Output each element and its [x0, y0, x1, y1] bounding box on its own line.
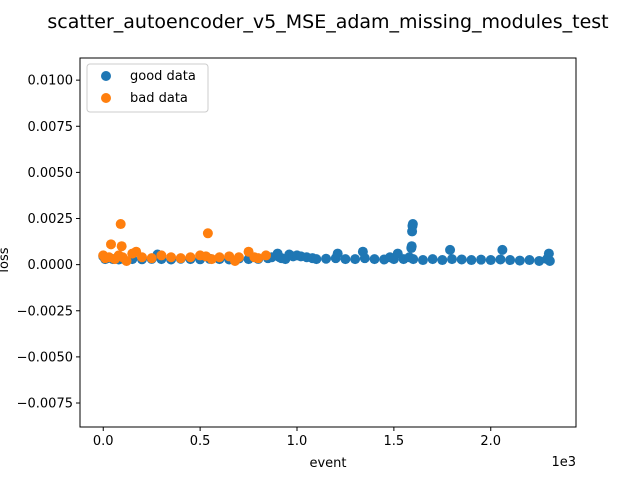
points-layer: [98, 219, 555, 266]
point-1-17: [185, 252, 196, 263]
y-tick-label-1: −0.0050: [17, 350, 73, 365]
point-0-64: [497, 244, 508, 255]
x-axis: 0.0 0.5 1.0 1.5 2.0: [93, 427, 501, 449]
point-0-40: [359, 253, 370, 264]
point-1-13: [146, 253, 157, 264]
point-1-21: [206, 254, 217, 265]
point-1-12: [137, 252, 147, 263]
point-0-56: [437, 255, 448, 266]
point-1-15: [166, 252, 177, 263]
point-1-3: [106, 239, 116, 250]
point-0-59: [456, 254, 467, 265]
point-0-63: [495, 254, 506, 265]
point-0-55: [427, 254, 438, 265]
chart-title: scatter_autoencoder_v5_MSE_adam_missing_…: [47, 11, 608, 33]
point-1-9: [121, 255, 132, 266]
point-0-70: [543, 248, 554, 259]
point-0-53: [408, 254, 419, 265]
y-axis-label: loss: [0, 247, 12, 272]
x-tick-label-0: 0.0: [93, 434, 114, 449]
point-0-62: [485, 255, 496, 266]
y-axis: −0.0075 −0.0050 −0.0025 0.0000 0.0025 0.0050 0…: [17, 74, 80, 412]
point-0-58: [447, 254, 457, 265]
y-tick-label-7: 0.0100: [28, 74, 74, 89]
x-tick-label-4: 2.0: [480, 434, 501, 449]
point-0-66: [514, 255, 525, 266]
x-tick-label-3: 1.5: [384, 434, 405, 449]
legend-label-good-data: good data: [130, 69, 196, 84]
y-tick-label-3: 0.0000: [28, 258, 74, 273]
point-1-25: [233, 252, 244, 263]
legend-box: [86, 63, 209, 113]
point-0-60: [466, 255, 477, 266]
point-0-57: [445, 244, 456, 255]
point-1-16: [175, 253, 186, 264]
point-1-29: [261, 250, 271, 261]
point-1-7: [116, 241, 127, 252]
point-0-49: [406, 241, 417, 252]
point-0-71: [544, 255, 555, 266]
point-0-34: [321, 253, 332, 264]
y-tick-label-4: 0.0025: [28, 212, 74, 227]
y-tick-label-2: −0.0025: [17, 304, 73, 319]
legend-marker-bad-data: [101, 93, 111, 103]
plot-frame: [79, 57, 577, 428]
y-tick-label-0: −0.0075: [17, 397, 73, 412]
legend: good data bad data: [86, 63, 209, 113]
legend-label-bad-data: bad data: [130, 91, 188, 106]
x-axis-label: event: [309, 456, 346, 471]
point-0-37: [340, 254, 351, 265]
point-0-54: [417, 255, 428, 266]
y-tick-label-6: 0.0075: [28, 120, 74, 135]
point-1-28: [253, 253, 264, 264]
y-tick-label-5: 0.0050: [28, 166, 74, 181]
point-0-67: [524, 255, 535, 266]
point-0-52: [407, 219, 418, 230]
point-0-36: [332, 248, 343, 259]
point-0-65: [505, 255, 516, 266]
legend-marker-good-data: [101, 71, 111, 81]
point-0-33: [311, 254, 322, 265]
point-0-68: [534, 255, 545, 266]
point-0-41: [369, 254, 380, 265]
point-1-20: [202, 228, 213, 239]
x-tick-label-2: 1.0: [287, 434, 308, 449]
x-tick-label-1: 0.5: [190, 434, 211, 449]
x-axis-offset-label: 1e3: [551, 455, 576, 470]
point-1-14: [156, 250, 167, 261]
point-0-38: [350, 254, 361, 265]
point-0-61: [476, 254, 487, 265]
point-1-6: [115, 219, 126, 230]
point-1-22: [214, 252, 225, 263]
